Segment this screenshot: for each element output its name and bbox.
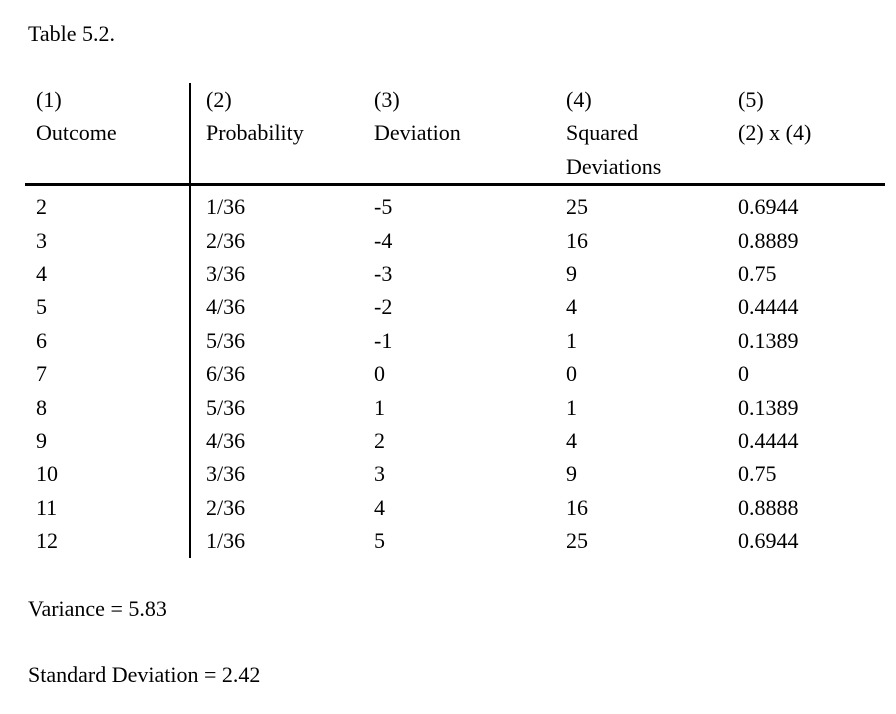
header-deviation: (3) Deviation <box>359 83 551 187</box>
cell-probability: 1/36 <box>206 194 246 220</box>
cell-squared: 25 <box>566 194 588 220</box>
cell-deviation: 4 <box>374 494 385 520</box>
cell-probability: 2/36 <box>206 227 246 253</box>
cell-outcome: 11 <box>25 490 191 525</box>
probability-table: (1) Outcome (2) Probability (3) Deviatio… <box>25 83 885 558</box>
header-col-label: Deviations <box>566 153 662 179</box>
cell-probability: 4/36 <box>206 294 246 320</box>
cell-squared: 1 <box>566 394 577 420</box>
header-col-label: Probability <box>206 120 304 146</box>
cell-probability: 2/36 <box>206 494 246 520</box>
header-col-label: Outcome <box>36 120 117 146</box>
header-row: (1) Outcome (2) Probability (3) Deviatio… <box>25 83 885 187</box>
cell-product: 0.1389 <box>738 327 799 353</box>
cell-deviation: -3 <box>374 261 393 287</box>
header-col-number: (5) <box>738 87 764 112</box>
cell-squared: 16 <box>566 494 588 520</box>
header-col-number: (3) <box>374 87 400 112</box>
cell-outcome: 12 <box>25 524 191 558</box>
cell-outcome: 3 <box>25 223 191 258</box>
cell-deviation: 3 <box>374 461 385 487</box>
cell-product: 0 <box>738 361 749 387</box>
header-col-label: (2) x (4) <box>738 120 812 146</box>
header-product: (5) (2) x (4) <box>723 83 885 187</box>
table-row: 2 1/36 -5 25 0.6944 <box>25 184 885 224</box>
cell-product: 0.1389 <box>738 394 799 420</box>
table-row: 8 5/36 1 1 0.1389 <box>25 390 885 425</box>
cell-squared: 4 <box>566 294 577 320</box>
header-col-label: Deviation <box>374 120 461 146</box>
table-title: Table 5.2. <box>28 21 116 46</box>
cell-outcome: 7 <box>25 357 191 391</box>
table-row: 3 2/36 -4 16 0.8889 <box>25 223 885 258</box>
cell-outcome: 8 <box>25 390 191 425</box>
cell-probability: 5/36 <box>206 394 246 420</box>
cell-product: 0.8889 <box>738 227 799 253</box>
cell-squared: 4 <box>566 428 577 454</box>
cell-probability: 4/36 <box>206 428 246 454</box>
cell-squared: 1 <box>566 327 577 353</box>
cell-product: 0.4444 <box>738 294 799 320</box>
cell-probability: 5/36 <box>206 327 246 353</box>
header-col-number: (4) <box>566 87 592 112</box>
cell-deviation: 2 <box>374 428 385 454</box>
header-squared-deviations: (4) Squared Deviations <box>551 83 723 187</box>
cell-deviation: 1 <box>374 394 385 420</box>
cell-outcome: 9 <box>25 424 191 458</box>
cell-product: 0.75 <box>738 261 777 287</box>
cell-probability: 1/36 <box>206 528 246 554</box>
cell-squared: 0 <box>566 361 577 387</box>
table-row: 10 3/36 3 9 0.75 <box>25 457 885 491</box>
cell-deviation: -4 <box>374 227 393 253</box>
table-row: 4 3/36 -3 9 0.75 <box>25 257 885 291</box>
cell-probability: 3/36 <box>206 261 246 287</box>
table-row: 11 2/36 4 16 0.8888 <box>25 490 885 525</box>
cell-deviation: 0 <box>374 361 385 387</box>
cell-squared: 25 <box>566 528 588 554</box>
cell-deviation: -1 <box>374 327 393 353</box>
table-row: 12 1/36 5 25 0.6944 <box>25 524 885 558</box>
cell-deviation: -2 <box>374 294 393 320</box>
cell-product: 0.75 <box>738 461 777 487</box>
cell-product: 0.6944 <box>738 528 799 554</box>
cell-outcome: 5 <box>25 290 191 324</box>
cell-probability: 3/36 <box>206 461 246 487</box>
header-col-label: Squared <box>566 120 639 146</box>
variance-text: Variance = 5.83 <box>28 596 167 621</box>
table-row: 7 6/36 0 0 0 <box>25 357 885 391</box>
cell-product: 0.6944 <box>738 194 799 220</box>
cell-squared: 9 <box>566 461 577 487</box>
cell-outcome: 10 <box>25 457 191 491</box>
cell-deviation: -5 <box>374 194 393 220</box>
table-row: 5 4/36 -2 4 0.4444 <box>25 290 885 324</box>
cell-product: 0.4444 <box>738 428 799 454</box>
cell-outcome: 4 <box>25 257 191 291</box>
header-col-number: (1) <box>36 87 62 112</box>
header-probability: (2) Probability <box>190 83 359 187</box>
table-row: 6 5/36 -1 1 0.1389 <box>25 323 885 358</box>
cell-outcome: 2 <box>25 184 191 224</box>
cell-squared: 16 <box>566 227 588 253</box>
standard-deviation-text: Standard Deviation = 2.42 <box>28 662 261 687</box>
cell-deviation: 5 <box>374 528 385 554</box>
cell-product: 0.8888 <box>738 494 799 520</box>
table-row: 9 4/36 2 4 0.4444 <box>25 424 885 458</box>
header-col-number: (2) <box>206 87 232 112</box>
header-outcome: (1) Outcome <box>25 83 191 187</box>
table-header: (1) Outcome (2) Probability (3) Deviatio… <box>25 83 885 187</box>
cell-outcome: 6 <box>25 323 191 358</box>
cell-probability: 6/36 <box>206 361 246 387</box>
table-body: 2 1/36 -5 25 0.6944 3 2/36 -4 16 0.8889 … <box>25 184 885 558</box>
cell-squared: 9 <box>566 261 577 287</box>
